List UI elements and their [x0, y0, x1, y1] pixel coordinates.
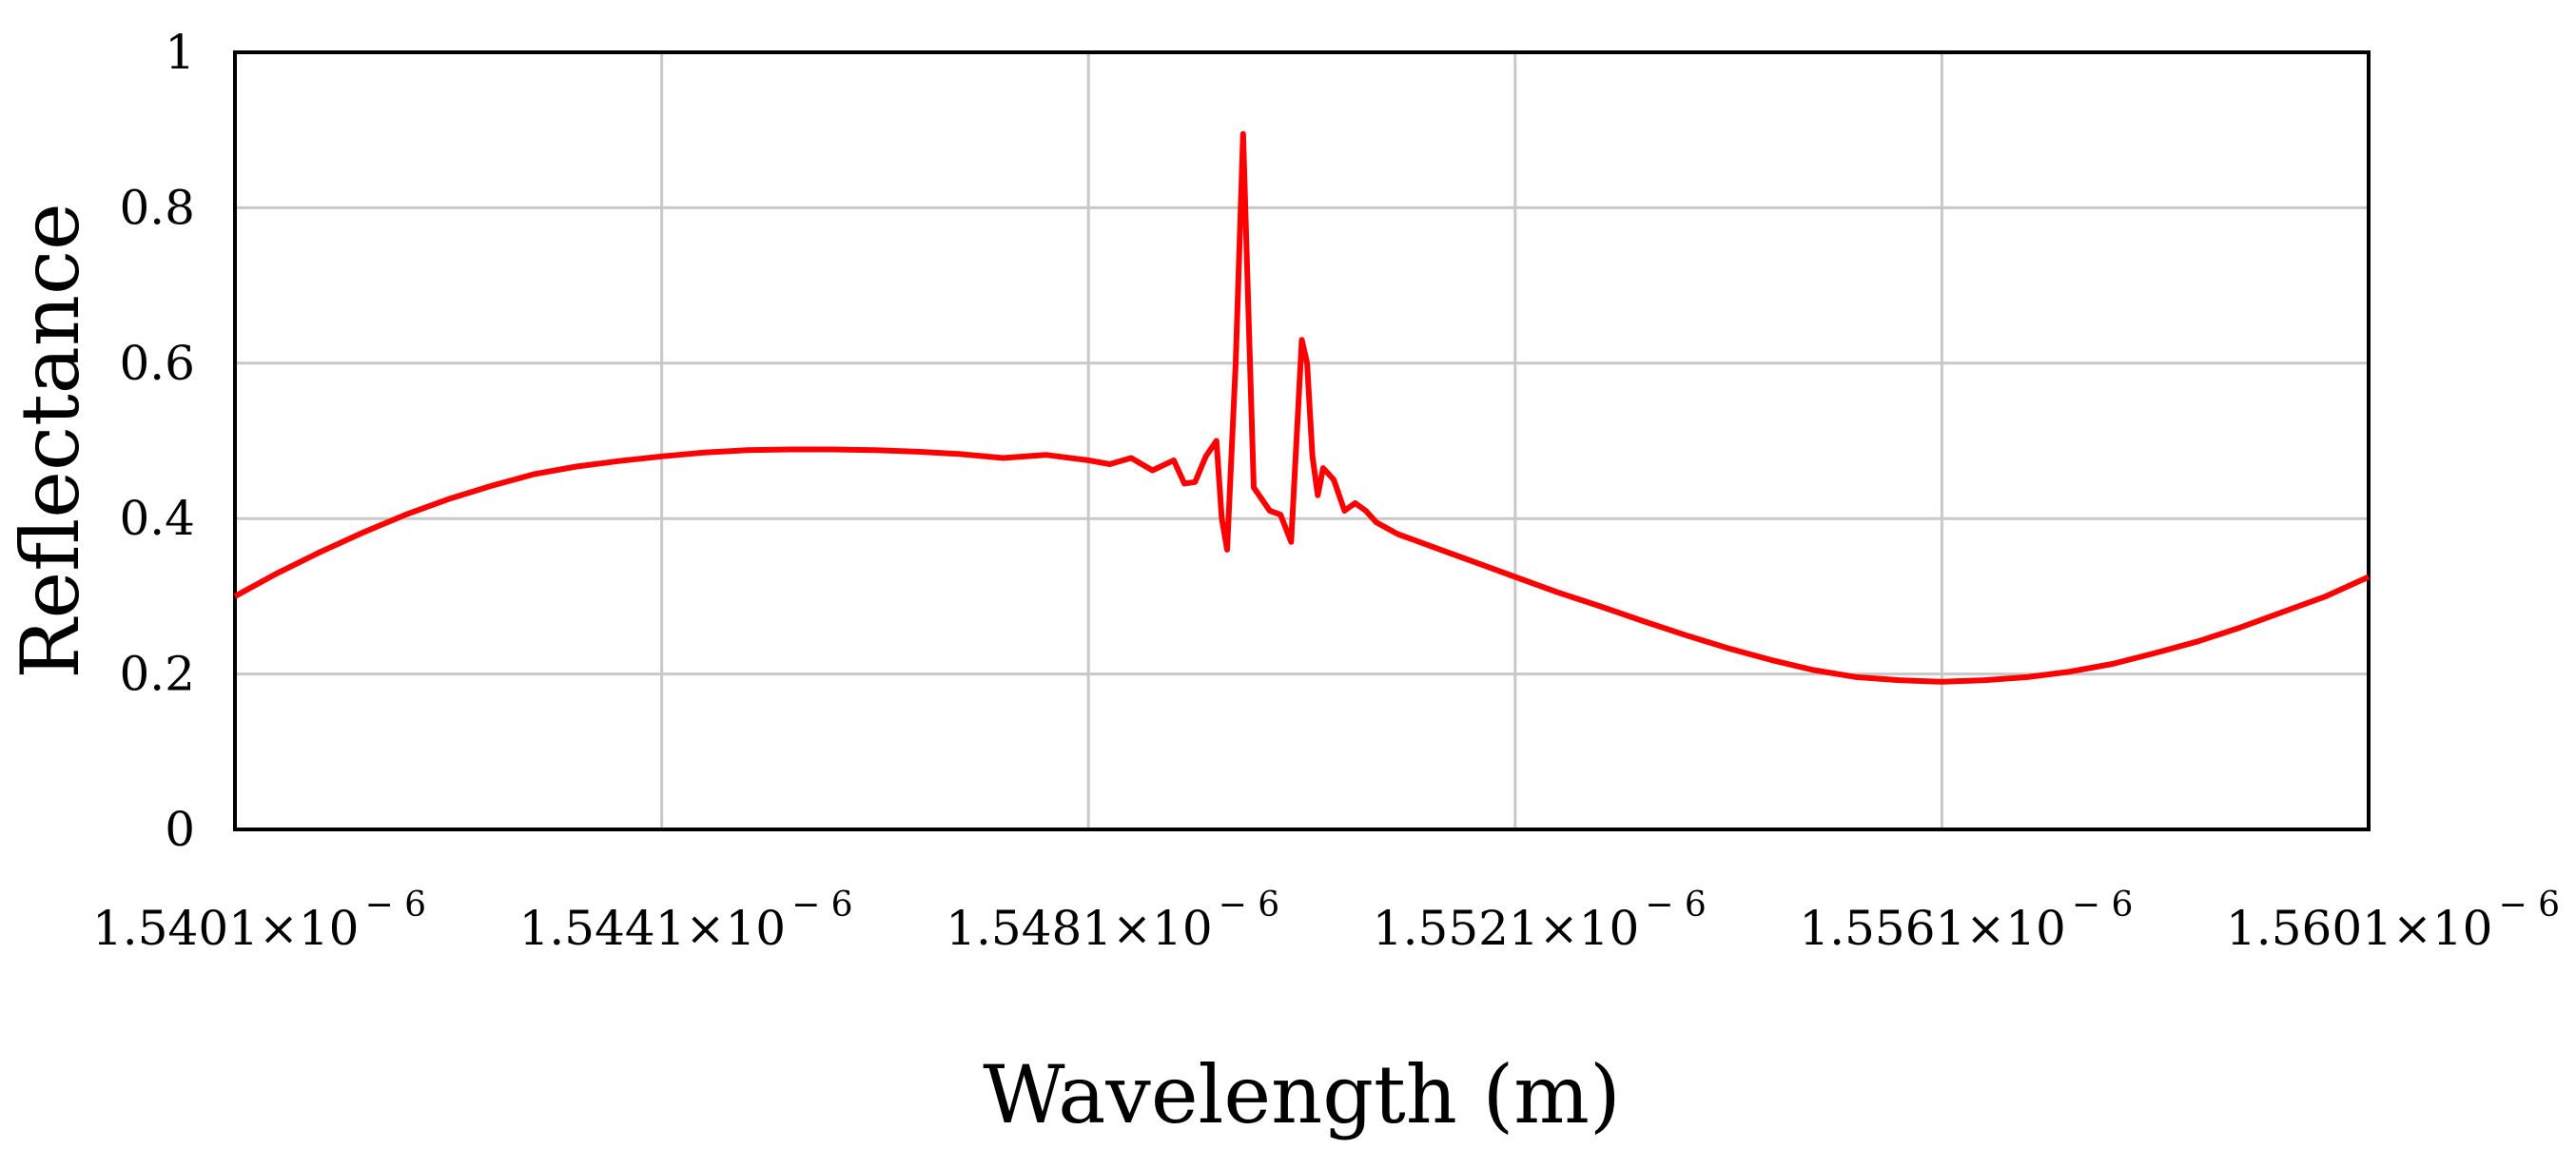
- y-tick-label: 0.8: [119, 180, 195, 235]
- reflectance-series-line: [233, 130, 2371, 685]
- y-tick-label: 0.4: [119, 491, 195, 546]
- grid-lines: [235, 52, 2369, 829]
- y-tick-label: 0.2: [119, 647, 195, 702]
- y-tick-label: 1: [165, 25, 195, 80]
- x-tick-label: 1.5401×10− 6: [92, 886, 426, 956]
- y-tick-label: 0: [165, 802, 195, 857]
- y-axis-title: Reflectance: [4, 203, 97, 678]
- x-axis-ticks: 1.5401×10− 6 1.5441×10− 6 1.5481×10− 6 1.55…: [92, 886, 2560, 956]
- x-axis-title: Wavelength (m): [983, 1048, 1620, 1141]
- x-tick-label: 1.5481×10− 6: [946, 886, 1279, 956]
- series-layer: [233, 130, 2371, 685]
- x-tick-label: 1.5441×10− 6: [519, 886, 853, 956]
- x-tick-label: 1.5521×10− 6: [1373, 886, 1707, 956]
- y-axis-ticks: 0 0.2 0.4 0.6 0.8 1: [119, 25, 195, 857]
- y-tick-label: 0.6: [119, 336, 195, 391]
- x-tick-label: 1.5561×10− 6: [1799, 886, 2133, 956]
- x-tick-label: 1.5601×10− 6: [2226, 886, 2560, 956]
- plot-frame: [233, 50, 2371, 831]
